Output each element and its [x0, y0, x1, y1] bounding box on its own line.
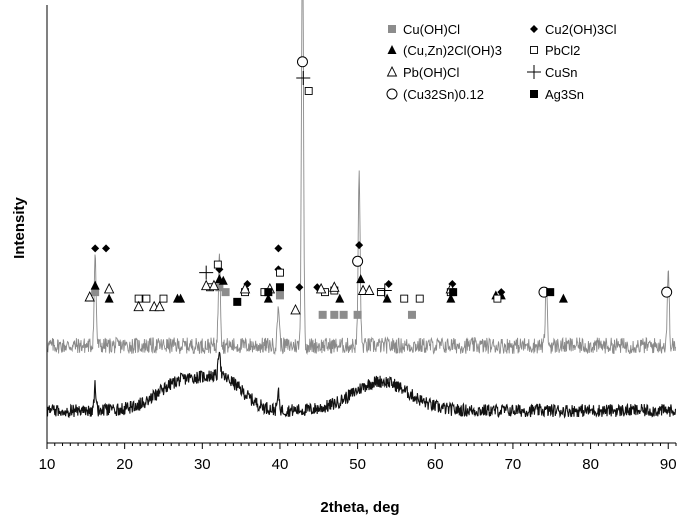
legend-label-cu-oh-cl: Cu(OH)Cl	[403, 22, 460, 37]
marker-cusn	[377, 283, 392, 298]
x-tick-labels: 10 20 30 40 50 60 70 80 90	[39, 456, 677, 473]
marker-cu-oh-cl	[91, 288, 100, 297]
marker-cu-zn-2cl-oh-3	[90, 280, 100, 290]
marker-pb-oh-cl	[133, 300, 144, 312]
marker-cu-zn-2cl-oh-3	[446, 293, 456, 303]
marker-pbcl2	[159, 294, 168, 303]
marker-pbcl2	[400, 294, 409, 303]
x-tick-label: 10	[39, 456, 56, 473]
marker-pb-oh-cl	[200, 279, 212, 291]
y-axis-title: Intensity	[11, 197, 28, 259]
marker-pb-oh-cl	[364, 284, 375, 295]
x-tick-label: 40	[272, 456, 289, 473]
marker-cu2-oh-3cl	[384, 280, 393, 289]
marker-cu2-oh-3cl	[91, 244, 100, 253]
marker-cu32sn-0-12	[296, 56, 308, 68]
x-tick-label: 60	[427, 456, 444, 473]
marker-pb-oh-cl	[239, 282, 251, 294]
marker-pb-oh-cl	[329, 281, 340, 292]
marker-cu2-oh-3cl	[274, 244, 283, 253]
x-tick-label: 20	[116, 456, 133, 473]
x-axis-title: 2theta, deg	[320, 499, 399, 516]
legend-marker-pbcl2	[530, 46, 538, 54]
legend-label-cusn: CuSn	[545, 65, 578, 80]
marker-pbcl2	[376, 288, 385, 297]
marker-cu-oh-cl	[221, 288, 230, 297]
marker-cu-oh-cl	[353, 310, 362, 319]
marker-pbcl2	[276, 268, 284, 277]
marker-pb-oh-cl	[84, 290, 95, 302]
marker-pbcl2	[493, 294, 502, 303]
marker-ag3sn	[449, 288, 458, 297]
marker-pb-oh-cl	[154, 300, 165, 312]
phase-marker-layer	[84, 56, 673, 319]
legend-marker-ag3sn	[530, 90, 538, 98]
marker-cu-zn-2cl-oh-3	[176, 293, 186, 303]
marker-cu-oh-cl	[407, 310, 416, 319]
marker-cu-zn-2cl-oh-3	[104, 293, 114, 303]
legend-marker-pb-oh-cl	[386, 65, 398, 77]
legend-marker-cu-oh-cl	[388, 25, 396, 33]
marker-pbcl2	[415, 294, 424, 303]
x-axis	[46, 5, 677, 449]
marker-ag3sn	[546, 288, 555, 297]
marker-cu-oh-cl	[215, 283, 224, 292]
series-line-1	[46, 0, 676, 356]
marker-cu32sn-0-12	[352, 255, 364, 267]
marker-cu2-oh-3cl	[295, 283, 304, 292]
marker-cu-oh-cl	[275, 291, 284, 300]
x-tick-label: 50	[349, 456, 366, 473]
x-tick-label: 90	[660, 456, 677, 473]
marker-pbcl2	[142, 294, 151, 303]
series-line-2	[46, 351, 677, 419]
legend-label-cu-zn-2cl-oh-3: (Cu,Zn)2Cl(OH)3	[403, 43, 502, 58]
legend-marker-cu2-oh-3cl	[530, 25, 538, 33]
legend-label-pbcl2: PbCl2	[545, 43, 580, 58]
marker-pb-oh-cl	[315, 282, 327, 294]
marker-cu2-oh-3cl	[102, 244, 111, 253]
marker-cu-zn-2cl-oh-3	[382, 293, 392, 303]
legend-label-cu32sn-0-12: (Cu32Sn)0.12	[403, 87, 484, 102]
marker-cu-oh-cl	[318, 310, 327, 319]
marker-cu-zn-2cl-oh-3	[558, 293, 568, 303]
marker-cu-zn-2cl-oh-3	[356, 274, 366, 284]
marker-cusn	[296, 71, 311, 85]
marker-cu32sn-0-12	[661, 286, 673, 298]
marker-cu-zn-2cl-oh-3	[335, 293, 345, 303]
marker-ag3sn	[264, 288, 273, 297]
legend-marker-cu-zn-2cl-oh-3	[387, 45, 397, 54]
legend-label-cu2-oh-3cl: Cu2(OH)3Cl	[545, 22, 617, 37]
marker-cu-oh-cl	[339, 310, 348, 319]
marker-pb-oh-cl	[290, 303, 301, 315]
marker-pbcl2	[304, 87, 313, 95]
x-tick-label: 80	[582, 456, 599, 473]
legend-marker-cusn	[527, 65, 541, 79]
marker-ag3sn	[275, 283, 284, 292]
marker-cu-zn-2cl-oh-3	[218, 275, 228, 285]
marker-cusn	[199, 265, 214, 280]
marker-pb-oh-cl	[208, 279, 220, 291]
legend-marker-cu32sn-0-12	[386, 88, 398, 100]
legend: Cu(OH)Cl Cu2(OH)3Cl (Cu,Zn)2Cl(OH)3 PbCl2 Pb…	[386, 22, 617, 102]
marker-cu-oh-cl	[330, 310, 339, 319]
x-tick-label: 30	[194, 456, 211, 473]
series-layer	[46, 0, 677, 419]
legend-label-pb-oh-cl: Pb(OH)Cl	[403, 65, 459, 80]
marker-pb-oh-cl	[357, 284, 369, 295]
marker-cu-zn-2cl-oh-3	[263, 293, 273, 303]
marker-pb-oh-cl	[103, 282, 115, 294]
marker-ag3sn	[233, 297, 242, 306]
marker-pbcl2	[213, 260, 222, 269]
x-tick-label: 70	[505, 456, 522, 473]
legend-label-ag3sn: Ag3Sn	[545, 87, 584, 102]
marker-cu2-oh-3cl	[355, 241, 364, 250]
